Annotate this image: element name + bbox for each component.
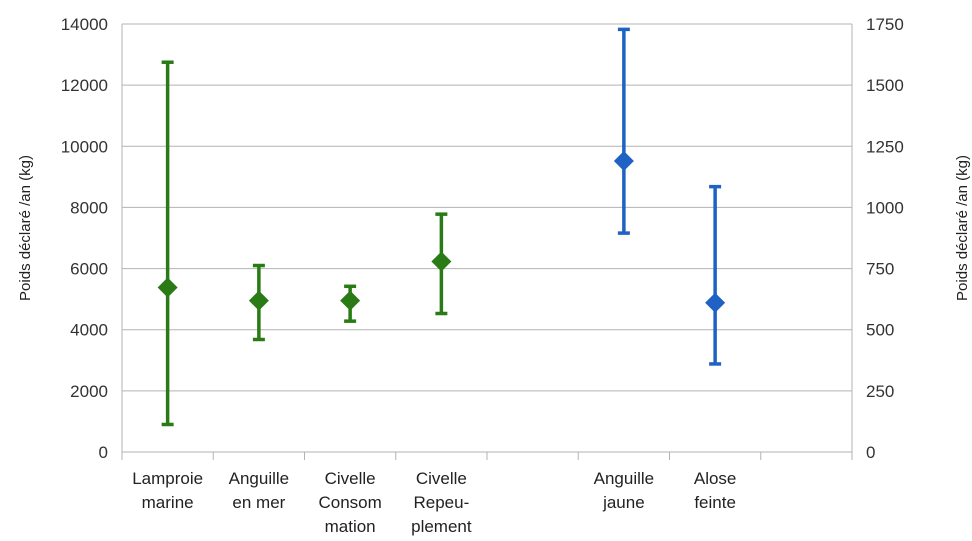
y-tick-label-right: 750 [866,260,894,279]
category-label: feinte [694,493,736,512]
category-label: Civelle [325,469,376,488]
category-label: mation [325,517,376,536]
category-label: Lamproie [132,469,203,488]
category-label: Civelle [416,469,467,488]
category-label: Anguille [594,469,655,488]
y-tick-label-left: 2000 [70,382,108,401]
y-tick-label-left: 14000 [61,15,108,34]
y-tick-label-left: 6000 [70,260,108,279]
y-tick-label-right: 0 [866,443,875,462]
y-tick-label-left: 4000 [70,321,108,340]
y-tick-label-left: 8000 [70,198,108,217]
category-label: Repeu- [413,493,469,512]
y-tick-label-left: 0 [99,443,108,462]
category-label: plement [411,517,472,536]
category-label: marine [142,493,194,512]
category-label: en mer [232,493,285,512]
y-tick-label-right: 1250 [866,137,904,156]
data-point-marker [248,290,269,311]
y-tick-label-right: 1750 [866,15,904,34]
category-label: Alose [694,469,737,488]
y-axis-title-right: Poids déclaré /an (kg) [954,155,971,301]
category-label: Consom [318,493,381,512]
y-tick-label-right: 1000 [866,198,904,217]
data-point-marker [431,251,452,272]
y-tick-label-right: 1500 [866,76,904,95]
y-tick-label-right: 250 [866,382,894,401]
data-point-marker [613,150,634,171]
data-point-marker [157,277,178,298]
y-tick-label-left: 10000 [61,137,108,156]
data-point-marker [705,292,726,313]
data-point-marker [340,290,361,311]
category-label: Anguille [229,469,290,488]
y-tick-label-left: 12000 [61,76,108,95]
y-axis-title-left: Poids déclaré /an (kg) [17,155,34,301]
category-label: jaune [602,493,645,512]
y-tick-label-right: 500 [866,321,894,340]
